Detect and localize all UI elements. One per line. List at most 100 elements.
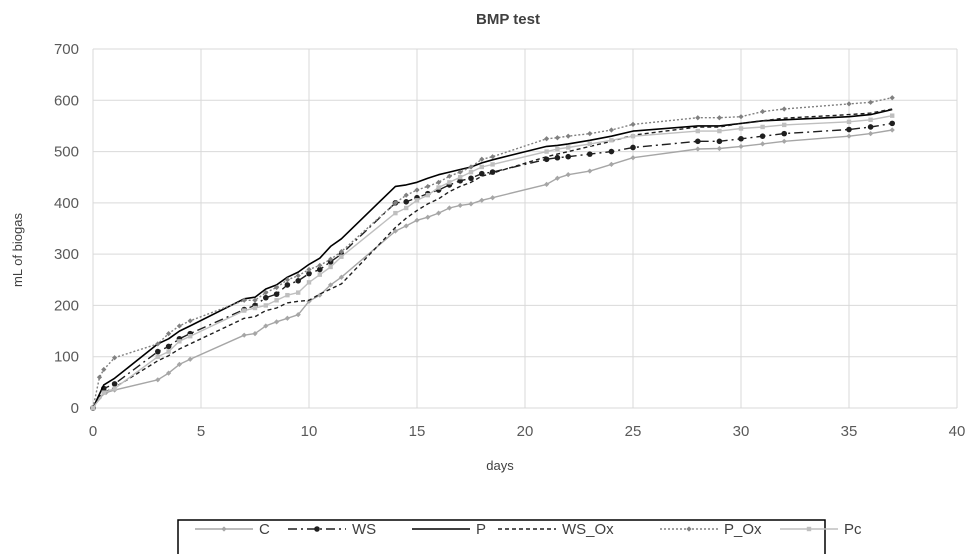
series-P_Ox-point-36	[738, 114, 744, 120]
series-P_Ox-point-3	[112, 355, 118, 361]
series-P_Ox-point-11	[274, 284, 280, 291]
legend-item-Pc: Pc	[780, 521, 862, 538]
series-Pc-point-0	[90, 405, 96, 411]
series-C-point-28	[544, 181, 550, 187]
series-C-point-13	[295, 312, 301, 318]
series-C-point-20	[414, 217, 420, 223]
legend-item-P_Ox: P_Ox	[660, 521, 762, 538]
x-tick-label-35: 35	[841, 423, 858, 440]
series-WS-point-10	[273, 291, 280, 297]
series-P_Ox-point-19	[403, 192, 409, 198]
series-WS-point-39	[867, 124, 874, 130]
series-WS-point-24	[468, 175, 474, 182]
series-WS-point-2	[111, 381, 118, 387]
series-C-point-17	[338, 274, 344, 280]
legend-marker-WS-point-0	[314, 526, 320, 532]
series-P_Ox-point-1	[96, 374, 103, 380]
series-Pc-point-4	[166, 349, 171, 354]
series-P_Ox-point-9	[252, 297, 258, 303]
series-Pc-point-34	[717, 128, 722, 134]
series-WS-point-12	[295, 278, 302, 284]
series-C-point-39	[846, 133, 852, 139]
series-C-point-5	[166, 370, 172, 376]
series-P_Ox-point-28	[544, 136, 550, 142]
series-WS-point-28	[554, 154, 561, 161]
series-C-point-4	[155, 377, 161, 383]
series-WS-point-40	[889, 120, 895, 127]
series-P_Ox-point-7	[187, 318, 193, 324]
series-Pc-point-5	[177, 339, 182, 344]
series-C-point-25	[468, 201, 474, 207]
series-WS_Ox	[92, 108, 893, 409]
series-P_Ox-point-38	[781, 106, 787, 112]
series-C-point-34	[695, 146, 701, 152]
series-WS-point-35	[738, 135, 744, 142]
series-P_Ox-point-25	[468, 164, 474, 170]
series-C-point-24	[457, 202, 463, 209]
x-tick-label-5: 5	[197, 423, 205, 440]
series-P_Ox-point-39	[846, 101, 852, 107]
y-tick-label-500: 500	[54, 144, 79, 161]
x-tick-label-20: 20	[517, 423, 534, 440]
series-line-C	[92, 129, 893, 409]
y-tick-label-400: 400	[54, 195, 79, 212]
x-tick-label-0: 0	[89, 423, 97, 440]
series-Pc-point-36	[760, 124, 765, 130]
series-C-point-40	[868, 131, 874, 137]
series-P_Ox-point-15	[317, 262, 323, 269]
series-Pc-point-32	[630, 133, 636, 139]
series-P_Ox-point-37	[760, 108, 766, 115]
y-axis-title: mL of biogas	[10, 213, 25, 287]
series-P_Ox-point-26	[479, 156, 485, 162]
series-C-point-7	[187, 356, 193, 362]
legend-item-WS_Ox: WS_Ox	[498, 521, 614, 538]
series-Pc-point-15	[328, 264, 333, 270]
series-Pc-point-14	[317, 272, 322, 277]
x-tick-label-25: 25	[625, 423, 642, 440]
series-Pc-point-40	[890, 113, 895, 118]
series-C-point-36	[738, 143, 744, 150]
y-tick-label-300: 300	[54, 246, 79, 263]
legend-label-Pc: Pc	[844, 521, 862, 538]
series-WS-point-32	[630, 144, 636, 151]
legend-item-WS: WS	[288, 521, 376, 538]
legend-marker-P_Ox-point-0	[686, 526, 692, 532]
chart-title: BMP test	[476, 11, 540, 28]
series-C-point-18	[392, 228, 398, 234]
series-Pc-point-12	[296, 290, 301, 295]
series-P_Ox-point-34	[695, 115, 701, 121]
series-C-point-19	[403, 223, 409, 229]
series-Pc-point-23	[458, 175, 463, 180]
y-tick-label-600: 600	[54, 92, 79, 109]
legend-box	[177, 519, 826, 554]
series-WS-point-29	[565, 153, 571, 160]
series-P_Ox-point-14	[306, 266, 312, 273]
series-C-point-6	[176, 361, 182, 368]
series-Pc-point-25	[479, 164, 484, 170]
series-Pc-point-3	[155, 354, 160, 359]
series-P_Ox-point-32	[608, 127, 614, 133]
series-WS-point-3	[155, 348, 161, 355]
series-C-point-33	[630, 155, 636, 161]
series-Pc-point-22	[447, 180, 452, 185]
series-P_Ox-point-21	[425, 183, 431, 190]
series-Pc-point-26	[490, 162, 495, 167]
series-C-point-32	[608, 161, 614, 167]
series-Pc-point-30	[587, 141, 592, 147]
legend-label-P: P	[476, 521, 486, 538]
series-C-point-27	[490, 195, 496, 201]
series-WS-point-31	[608, 148, 615, 155]
series-P_Ox-point-18	[392, 200, 398, 206]
x-tick-label-40: 40	[949, 423, 966, 440]
series-Pc-point-38	[846, 119, 852, 125]
series-Pc-point-35	[738, 126, 744, 131]
series-Pc-point-27	[544, 149, 549, 154]
series-WS-point-38	[846, 126, 852, 133]
grid	[92, 48, 958, 409]
series-C-point-26	[479, 197, 485, 203]
series-WS-point-34	[716, 138, 723, 145]
series-Pc-point-2	[112, 386, 117, 391]
series-P_Ox-point-22	[436, 179, 442, 185]
